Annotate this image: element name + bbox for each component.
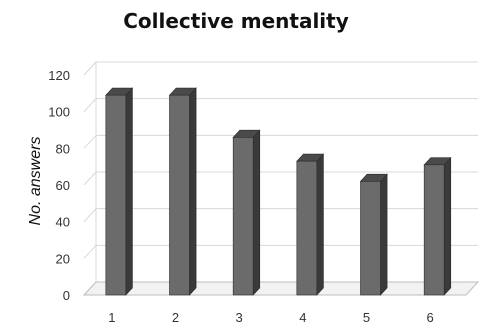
y-tick-label: 80 — [56, 141, 70, 156]
gridline — [83, 98, 478, 113]
x-tick-label: 4 — [299, 310, 306, 325]
bar-4 — [296, 153, 325, 296]
axis-area: 0 20 40 60 80 100 120 1 2 3 4 5 6 — [48, 68, 433, 325]
bar-5 — [359, 173, 388, 296]
y-tick-label: 100 — [48, 105, 70, 120]
bar-2 — [168, 87, 197, 296]
chart-floor — [82, 281, 480, 296]
y-tick-label: 0 — [63, 288, 70, 303]
y-tick-label: 60 — [56, 178, 70, 193]
bar-front — [360, 181, 381, 296]
bar-front — [423, 164, 445, 296]
bar-6 — [423, 156, 452, 296]
x-tick-label: 5 — [363, 310, 370, 325]
gridline — [83, 208, 478, 223]
x-tick-label: 2 — [172, 310, 179, 325]
chart-title: Collective mentality — [123, 9, 349, 33]
y-axis-title: No. answers — [27, 137, 44, 226]
gridline — [83, 244, 478, 259]
bar-1 — [105, 87, 134, 296]
y-tick-label: 40 — [56, 215, 70, 230]
bars — [105, 87, 452, 296]
gridline — [83, 134, 478, 149]
bar-side — [380, 173, 388, 296]
bar-front — [105, 94, 127, 296]
bar-3 — [232, 129, 261, 296]
bar-front — [169, 94, 190, 296]
bar-side — [125, 87, 133, 296]
x-tick-label: 6 — [427, 310, 434, 325]
gridline — [83, 171, 478, 186]
bar-side — [252, 129, 261, 296]
y-tick-label: 20 — [56, 251, 70, 266]
gridline — [83, 61, 478, 76]
bar-side — [189, 87, 197, 296]
x-tick-label: 3 — [236, 310, 243, 325]
bar-side — [443, 156, 452, 296]
bar-front — [232, 137, 254, 296]
bar-side — [316, 153, 324, 296]
grid-area — [82, 61, 480, 296]
bar-front — [296, 160, 318, 296]
y-tick-label: 120 — [48, 68, 70, 83]
x-tick-label: 1 — [108, 310, 115, 325]
